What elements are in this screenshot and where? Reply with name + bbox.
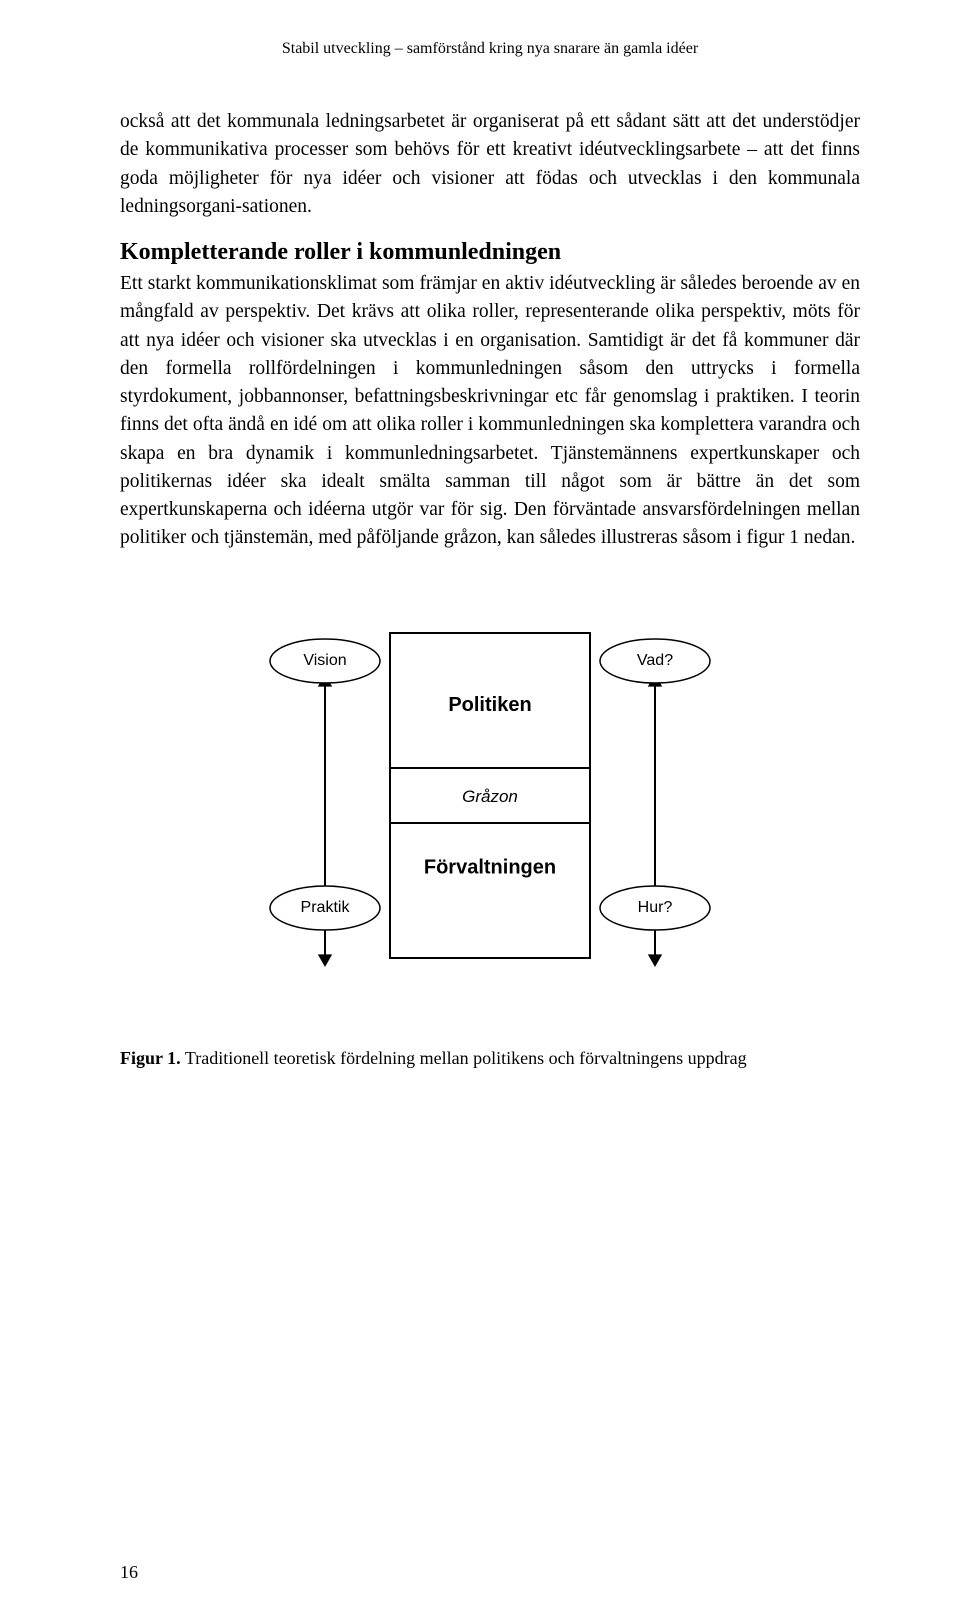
- svg-text:Gråzon: Gråzon: [462, 787, 518, 806]
- figure-caption-label: Figur 1.: [120, 1048, 181, 1068]
- figure-diagram: Politiken Gråzon Förvaltningen Vision Vad? Pr…: [220, 613, 760, 1018]
- paragraph-1: också att det kommunala ledningsarbetet …: [120, 108, 860, 221]
- page: Stabil utveckling – samförstånd kring ny…: [0, 0, 960, 1623]
- svg-text:Förvaltningen: Förvaltningen: [424, 856, 556, 878]
- svg-text:Politiken: Politiken: [448, 694, 531, 716]
- figure-caption: Figur 1. Traditionell teoretisk fördelni…: [120, 1048, 860, 1069]
- figure-caption-text: Traditionell teoretisk fördelning mellan…: [181, 1048, 747, 1068]
- svg-text:Praktik: Praktik: [301, 899, 351, 916]
- svg-text:Vision: Vision: [303, 652, 346, 669]
- paragraph-2: Ett starkt kommunikationsklimat som främ…: [120, 270, 860, 553]
- running-head: Stabil utveckling – samförstånd kring ny…: [120, 40, 860, 58]
- page-number: 16: [120, 1562, 138, 1583]
- svg-text:Vad?: Vad?: [637, 652, 673, 669]
- diagram-svg: Politiken Gråzon Förvaltningen Vision Vad? Pr…: [220, 613, 760, 1013]
- svg-text:Hur?: Hur?: [638, 899, 673, 916]
- section-heading: Kompletterande roller i kommunledningen: [120, 239, 860, 266]
